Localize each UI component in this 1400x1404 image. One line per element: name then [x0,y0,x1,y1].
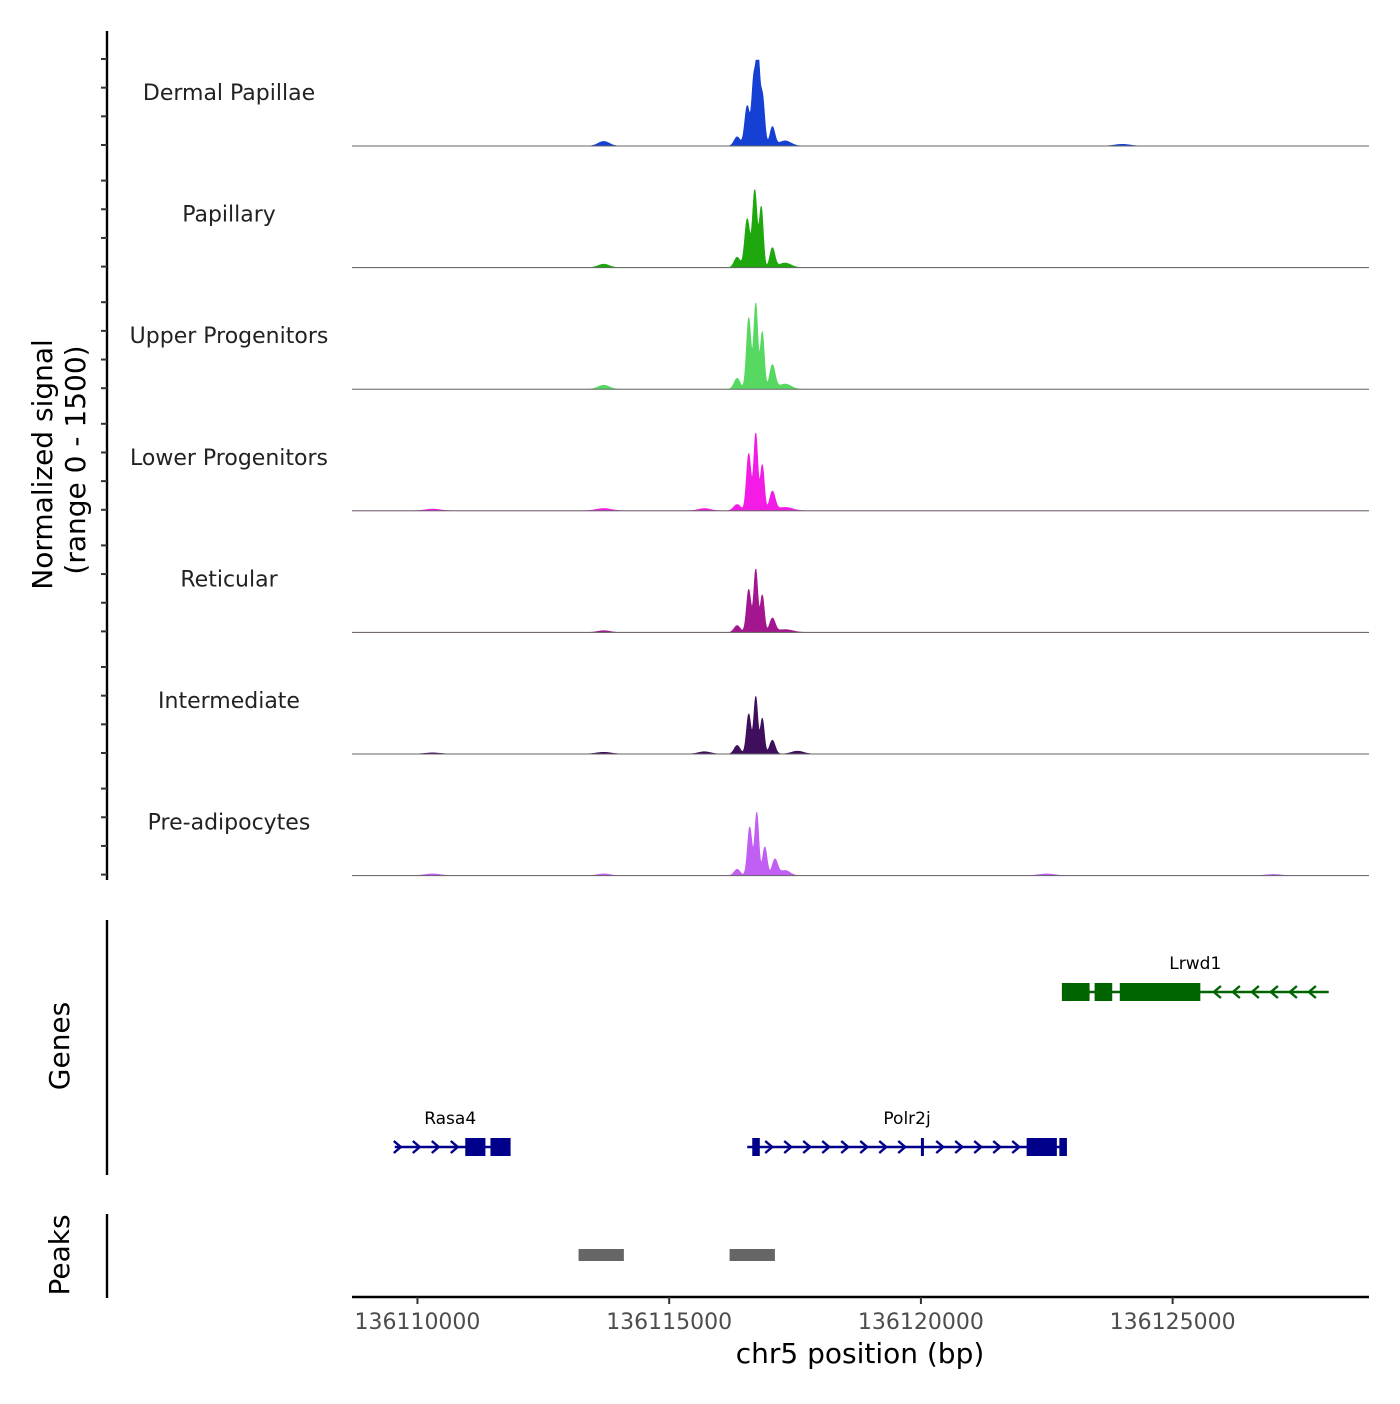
gene-label: Lrwd1 [1169,954,1221,974]
x-tick-label: 136115000 [606,1310,732,1335]
strand-arrow [1307,985,1317,999]
peak-region [729,1249,775,1261]
strand-arrow [431,1140,441,1154]
gene-label: Rasa4 [424,1109,476,1129]
strand-arrow [1288,985,1298,999]
strand-arrow [783,1140,794,1154]
exon [1061,983,1090,1001]
track-lower-progenitors: Lower Progenitors [130,432,1369,512]
strand-arrow [412,1140,422,1154]
x-tick-label: 136125000 [1110,1310,1236,1335]
exon [752,1138,760,1156]
strand-arrow [897,1140,908,1154]
exon [1026,1138,1057,1156]
strand-arrow [393,1140,403,1154]
signal-area [352,302,1369,390]
track-label: Papillary [182,203,276,228]
exon [920,1138,924,1156]
peaks-track-label: Peaks [43,1214,76,1295]
exon [1119,983,1201,1001]
strand-arrow [802,1140,813,1154]
strand-arrow [859,1140,870,1154]
signal-area [352,812,1369,876]
signal-area [352,189,1369,268]
signal-tracks: Dermal Papillae Papillary Upper Progenitor… [130,59,1369,877]
track-upper-progenitors: Upper Progenitors [130,302,1369,390]
track-label: Lower Progenitors [130,446,328,471]
strand-arrow [450,1140,460,1154]
signal-area [352,696,1369,755]
strand-arrow [935,1140,946,1154]
track-label: Dermal Papillae [143,81,315,106]
track-papillary: Papillary [182,189,1369,269]
exon [1059,1138,1067,1156]
strand-arrow [1269,985,1279,999]
strand-arrow [992,1140,1003,1154]
exon [1094,983,1113,1001]
peak-track [578,1249,775,1261]
signal-area [352,59,1369,147]
signal-area [352,432,1369,512]
strand-arrow [840,1140,851,1154]
signal-y-ticks [101,58,107,876]
track-label: Upper Progenitors [130,324,329,349]
y-axis-label-line1: Normalized signal [26,339,59,590]
gene-polr2j: Polr2j [747,1109,1067,1156]
y-axis-label: Normalized signal (range 0 - 1500) [26,330,92,589]
strand-arrow [764,1140,775,1154]
strand-arrow [973,1140,984,1154]
x-tick-label: 136110000 [354,1310,480,1335]
track-reticular: Reticular [180,567,1369,633]
track-label: Pre-adipocytes [148,811,311,836]
strand-arrow [954,1140,965,1154]
x-tick-label: 136120000 [858,1310,984,1335]
strand-arrow [1250,985,1260,999]
track-pre-adipocytes: Pre-adipocytes [148,811,1369,877]
strand-arrow [1212,985,1222,999]
exon [465,1138,486,1156]
x-axis-label: chr5 position (bp) [736,1337,985,1370]
exon [490,1138,511,1156]
x-axis: 136110000 136115000 136120000 136125000 [352,1295,1369,1335]
track-label: Reticular [180,567,278,592]
gene-lrwd1: Lrwd1 [1061,954,1329,1001]
gene-label: Polr2j [883,1109,930,1129]
strand-arrow [1011,1140,1022,1154]
signal-area [352,568,1369,633]
track-intermediate: Intermediate [158,689,1369,755]
genes-track-label: Genes [43,1002,76,1090]
track-dermal-papillae: Dermal Papillae [143,59,1369,147]
gene-rasa4: Rasa4 [393,1109,511,1156]
strand-arrow [1231,985,1241,999]
strand-arrow [878,1140,889,1154]
strand-arrow [821,1140,832,1154]
gene-track: Lrwd1 Rasa4 Polr2j [393,954,1329,1156]
peak-region [578,1249,624,1261]
track-label: Intermediate [158,689,300,714]
y-axis-label-line2: (range 0 - 1500) [59,345,92,574]
